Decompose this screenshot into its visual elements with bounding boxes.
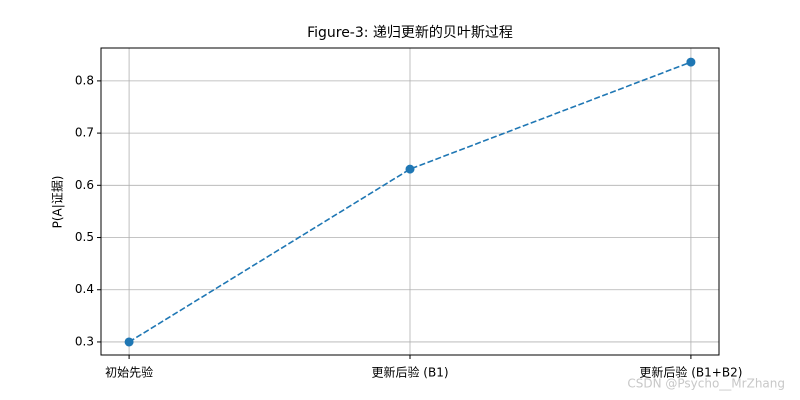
x-tick-label: 更新后验 (B1+B2) [639, 365, 742, 380]
y-tick-label: 0.5 [75, 230, 94, 244]
y-axis-label: P(A|证据) [51, 176, 65, 229]
plot-frame [100, 47, 720, 356]
x-tick-label: 更新后验 (B1) [371, 365, 448, 380]
data-line [128, 61, 692, 343]
x-tick-label: 初始先验 [105, 365, 153, 380]
data-point [686, 57, 696, 67]
chart-title: Figure-3: 递归更新的贝叶斯过程 [307, 24, 513, 41]
data-point [405, 164, 415, 174]
y-tick-label: 0.4 [75, 282, 94, 296]
data-point [124, 337, 134, 347]
watermark: CSDN @Psycho__MrZhang [627, 377, 785, 391]
y-tick-label: 0.8 [75, 73, 94, 87]
y-tick-label: 0.3 [75, 334, 94, 348]
y-tick-label: 0.7 [75, 126, 94, 140]
y-tick-label: 0.6 [75, 178, 94, 192]
